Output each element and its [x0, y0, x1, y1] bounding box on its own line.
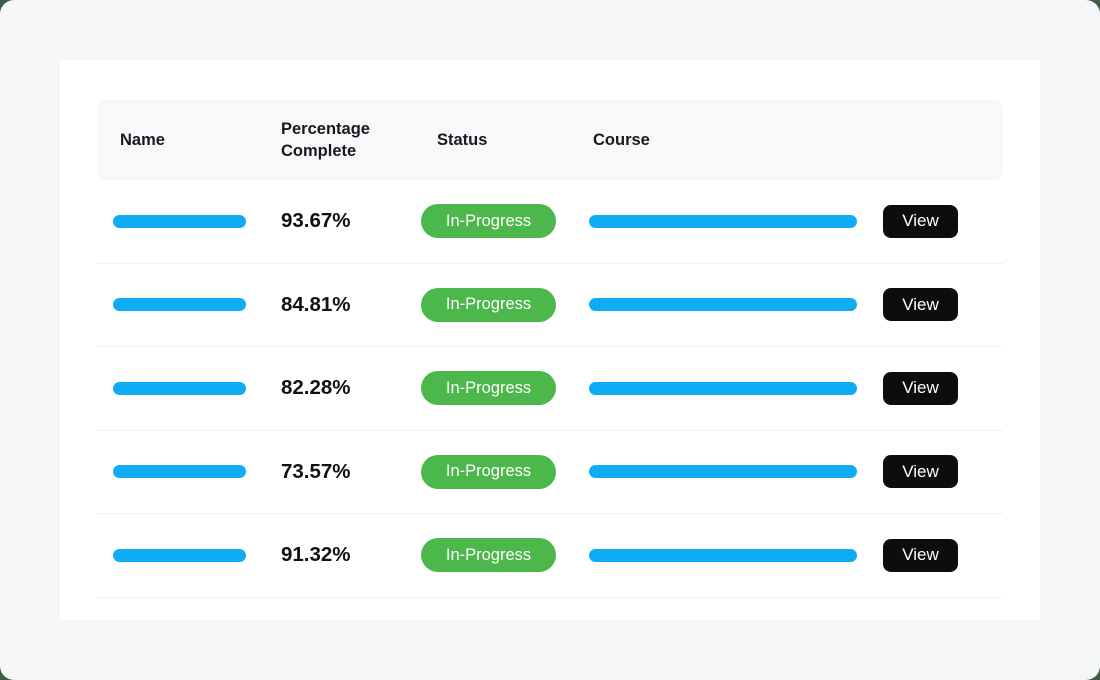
status-badge: In-Progress — [421, 371, 556, 406]
column-header-name: Name — [120, 130, 165, 149]
actions-cell: View — [872, 288, 1003, 322]
table-row: 82.28% In-Progress View — [97, 347, 1003, 431]
column-header-course: Course — [593, 130, 650, 149]
percentage-value: 82.28% — [281, 376, 351, 400]
view-button[interactable]: View — [883, 455, 958, 489]
status-cell: In-Progress — [405, 538, 572, 573]
content-card: Name Percentage Complete Status Course 9… — [60, 60, 1040, 620]
redacted-name-bar — [113, 214, 246, 228]
name-cell — [97, 214, 264, 228]
column-header-percentage-complete: Percentage Complete — [281, 119, 370, 160]
actions-cell: View — [872, 455, 1003, 489]
view-button[interactable]: View — [883, 538, 958, 572]
course-cell — [572, 381, 872, 395]
status-badge: In-Progress — [421, 204, 556, 239]
actions-cell: View — [872, 538, 1003, 572]
course-cell — [572, 548, 872, 562]
redacted-course-bar — [589, 214, 857, 228]
status-cell: In-Progress — [405, 454, 572, 489]
table-row: 73.57% In-Progress View — [97, 431, 1003, 514]
redacted-name-bar — [113, 465, 246, 479]
table-row: 84.81% In-Progress View — [97, 264, 1003, 347]
name-cell — [97, 465, 264, 479]
table-row: 91.32% In-Progress View — [97, 514, 1003, 598]
course-cell — [572, 465, 872, 479]
redacted-course-bar — [589, 465, 857, 479]
name-cell — [97, 298, 264, 312]
redacted-name-bar — [113, 548, 246, 562]
percentage-value: 91.32% — [281, 543, 351, 567]
view-button[interactable]: View — [883, 204, 958, 238]
table-header: Name Percentage Complete Status Course — [97, 100, 1003, 180]
redacted-name-bar — [113, 381, 246, 395]
name-cell — [97, 548, 264, 562]
column-header-status: Status — [437, 130, 488, 149]
view-button[interactable]: View — [883, 371, 958, 405]
course-cell — [572, 298, 872, 312]
actions-cell: View — [872, 204, 1003, 238]
table-row: 93.67% In-Progress View — [97, 180, 1003, 264]
redacted-course-bar — [589, 548, 857, 562]
status-cell: In-Progress — [405, 287, 572, 322]
redacted-course-bar — [589, 381, 857, 395]
progress-table: Name Percentage Complete Status Course 9… — [97, 100, 1003, 598]
redacted-course-bar — [589, 298, 857, 312]
percentage-value: 73.57% — [281, 459, 351, 483]
status-cell: In-Progress — [405, 371, 572, 406]
percentage-value: 84.81% — [281, 292, 351, 316]
view-button[interactable]: View — [883, 288, 958, 322]
status-badge: In-Progress — [421, 287, 556, 322]
redacted-name-bar — [113, 298, 246, 312]
status-cell: In-Progress — [405, 204, 572, 239]
name-cell — [97, 381, 264, 395]
course-cell — [572, 214, 872, 228]
actions-cell: View — [872, 371, 1003, 405]
percentage-value: 93.67% — [281, 209, 351, 233]
status-badge: In-Progress — [421, 454, 556, 489]
status-badge: In-Progress — [421, 538, 556, 573]
